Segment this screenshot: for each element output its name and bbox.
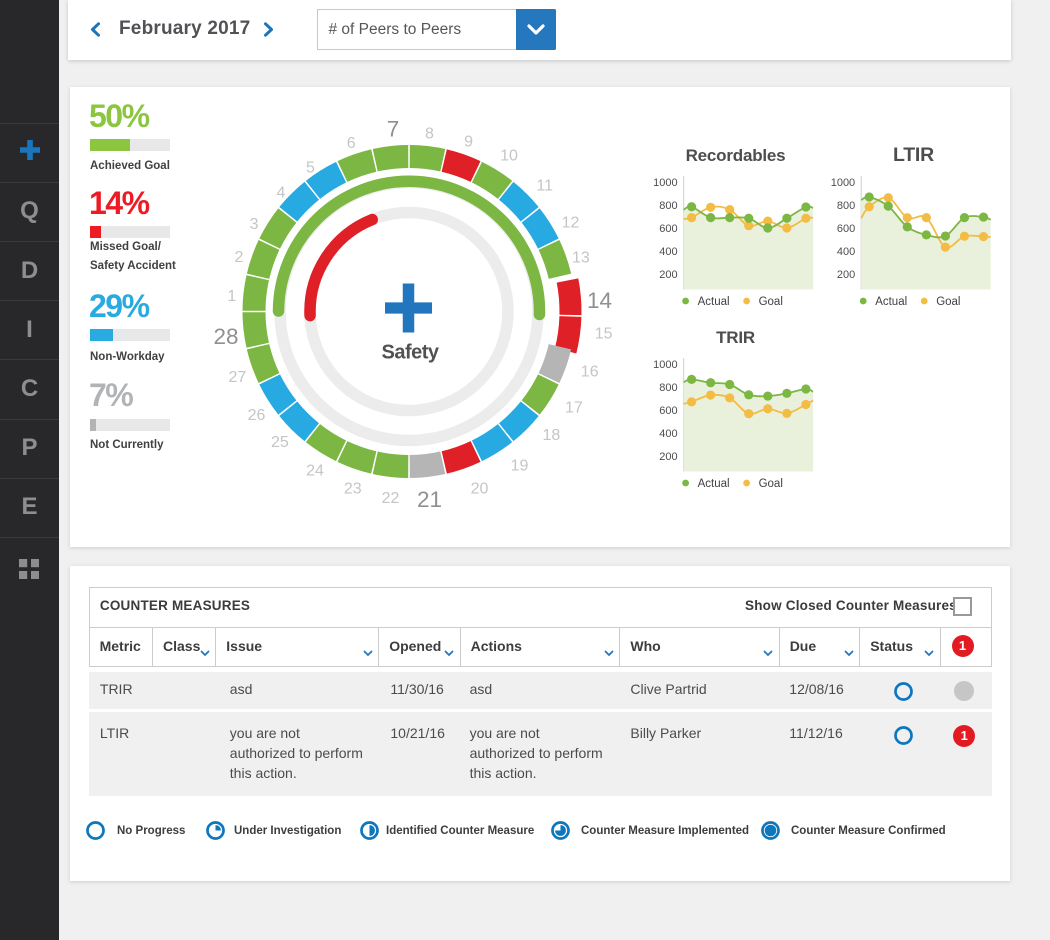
svg-text:400: 400 bbox=[659, 246, 677, 258]
svg-text:7: 7 bbox=[387, 117, 400, 142]
svg-text:15: 15 bbox=[595, 325, 613, 342]
svg-text:22: 22 bbox=[382, 490, 400, 507]
svg-text:400: 400 bbox=[837, 246, 855, 258]
svg-text:Actual: Actual bbox=[698, 296, 730, 308]
svg-text:17: 17 bbox=[565, 400, 583, 417]
svg-text:600: 600 bbox=[837, 223, 855, 235]
svg-text:27: 27 bbox=[229, 369, 247, 386]
svg-text:400: 400 bbox=[659, 428, 677, 440]
svg-text:600: 600 bbox=[659, 223, 677, 235]
svg-text:19: 19 bbox=[511, 458, 529, 475]
svg-text:24: 24 bbox=[306, 463, 324, 480]
svg-text:3: 3 bbox=[250, 216, 259, 233]
svg-text:8: 8 bbox=[425, 125, 434, 142]
svg-text:14: 14 bbox=[587, 288, 612, 313]
svg-text:4: 4 bbox=[276, 185, 285, 202]
svg-text:6: 6 bbox=[347, 135, 356, 152]
svg-text:5: 5 bbox=[306, 160, 315, 177]
svg-text:200: 200 bbox=[837, 269, 855, 281]
svg-text:21: 21 bbox=[417, 487, 442, 512]
svg-text:800: 800 bbox=[659, 200, 677, 212]
svg-text:11: 11 bbox=[536, 178, 553, 195]
svg-text:TRIR: TRIR bbox=[716, 328, 755, 347]
svg-text:Goal: Goal bbox=[936, 296, 960, 308]
svg-text:16: 16 bbox=[581, 364, 599, 381]
svg-text:25: 25 bbox=[271, 434, 289, 451]
svg-text:800: 800 bbox=[837, 200, 855, 212]
svg-text:Actual: Actual bbox=[875, 296, 907, 308]
svg-text:200: 200 bbox=[659, 451, 677, 463]
svg-text:Goal: Goal bbox=[759, 296, 783, 308]
svg-text:1: 1 bbox=[227, 288, 236, 305]
svg-text:800: 800 bbox=[659, 382, 677, 394]
svg-text:600: 600 bbox=[659, 405, 677, 417]
svg-text:10: 10 bbox=[500, 148, 518, 165]
svg-text:1000: 1000 bbox=[831, 177, 855, 189]
svg-text:23: 23 bbox=[344, 481, 362, 498]
svg-text:Recordables: Recordables bbox=[686, 146, 786, 165]
svg-text:1000: 1000 bbox=[653, 177, 677, 189]
svg-text:18: 18 bbox=[543, 427, 561, 444]
svg-text:Goal: Goal bbox=[759, 478, 783, 490]
svg-text:1000: 1000 bbox=[653, 359, 677, 371]
svg-text:26: 26 bbox=[248, 407, 266, 424]
svg-text:28: 28 bbox=[213, 324, 238, 349]
svg-text:Safety: Safety bbox=[381, 342, 439, 364]
svg-text:20: 20 bbox=[471, 481, 489, 498]
svg-text:LTIR: LTIR bbox=[893, 144, 934, 166]
svg-text:200: 200 bbox=[659, 269, 677, 281]
svg-text:13: 13 bbox=[572, 250, 590, 267]
svg-text:Actual: Actual bbox=[698, 478, 730, 490]
svg-text:2: 2 bbox=[235, 249, 244, 266]
svg-text:12: 12 bbox=[562, 214, 580, 231]
svg-text:9: 9 bbox=[464, 133, 473, 150]
